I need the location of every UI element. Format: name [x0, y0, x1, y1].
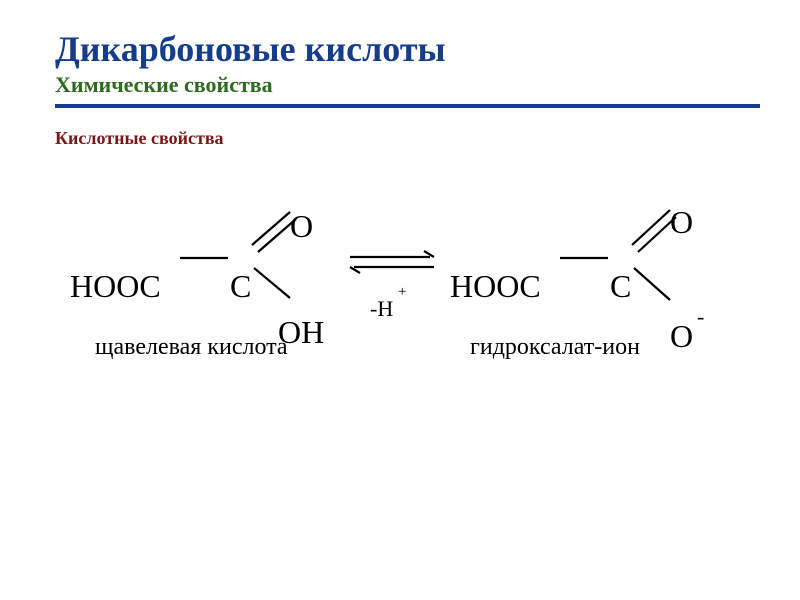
bond-left-c-oh: [254, 268, 290, 298]
equilibrium-arrows: [350, 251, 434, 273]
bonds-svg: [0, 0, 800, 600]
bond-right-c-ominus: [634, 268, 670, 300]
